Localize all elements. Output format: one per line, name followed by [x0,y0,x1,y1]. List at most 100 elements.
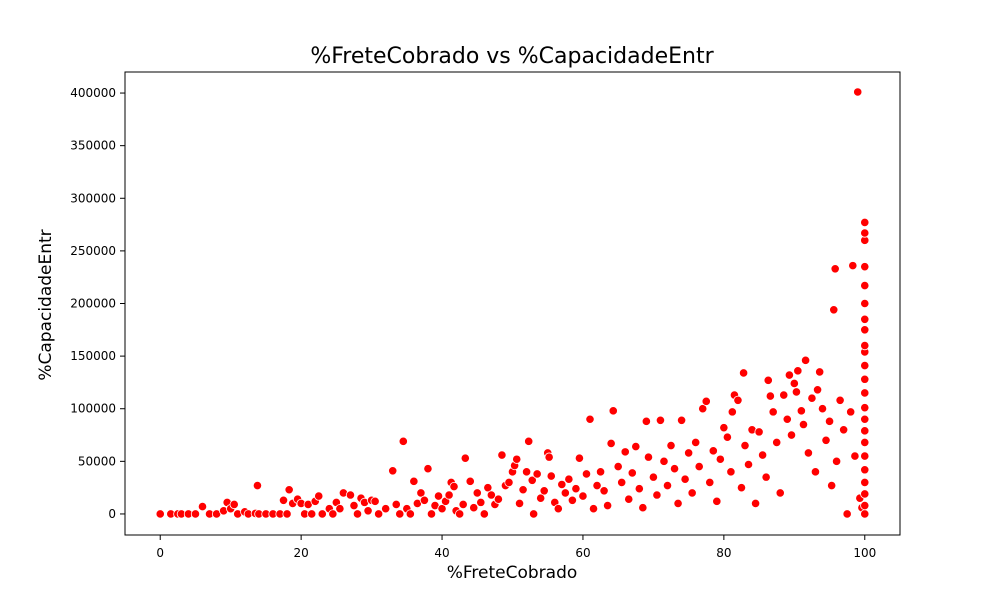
data-point [546,471,556,481]
data-point [673,498,683,509]
data-point [680,474,690,484]
data-point [754,427,764,437]
data-point [722,432,732,442]
data-point [349,500,359,511]
x-tick-label: 20 [293,546,308,560]
data-point [252,480,263,491]
data-point [197,501,208,512]
data-point [860,298,870,309]
data-point [455,509,465,519]
data-point [768,407,778,417]
data-point [652,490,662,500]
data-point [345,490,356,500]
data-point [335,504,345,514]
data-point [328,509,338,519]
data-point [772,437,782,447]
data-point [469,503,479,513]
data-point [504,477,514,487]
data-point [719,423,729,433]
data-point [850,451,860,461]
y-tick-label: 150000 [70,349,116,363]
data-point [736,483,747,493]
data-point [860,388,870,398]
data-point [388,466,398,476]
data-point [824,416,835,426]
data-point [536,493,546,503]
data-point [860,374,870,384]
data-point [574,453,585,463]
data-point [860,414,870,424]
y-axis-label: %CapacidadeEntr [36,229,56,380]
data-point [398,436,408,446]
y-tick-label: 200000 [70,297,116,311]
data-point [529,509,539,519]
data-point [743,459,754,470]
data-point [493,494,504,504]
data-point [608,406,618,416]
data-point [669,464,680,474]
data-point [712,496,722,506]
data-point [620,447,630,457]
data-point [524,436,534,446]
data-point [512,454,522,464]
data-point [860,314,870,324]
data-point [684,448,694,458]
data-point [595,467,606,477]
data-point [370,496,380,506]
data-point [374,509,384,519]
data-point [860,426,870,436]
data-point [648,472,659,482]
data-point [426,509,437,519]
data-point [497,450,507,460]
data-point [860,437,870,447]
data-point [405,509,415,519]
data-point [761,472,771,482]
data-point [821,435,831,445]
data-point [606,438,616,449]
data-point [437,504,447,514]
data-point [830,264,840,274]
data-point [860,325,870,335]
data-point [860,281,870,291]
data-point [624,494,634,504]
data-point [807,393,817,403]
data-point [793,366,803,376]
data-point [775,488,785,498]
data-point [791,387,802,397]
data-point [662,480,673,491]
data-point [352,509,363,519]
x-tick-label: 40 [434,546,449,560]
data-point [812,385,823,395]
data-point [803,448,814,458]
data-point [708,446,718,456]
data-point [391,499,401,510]
data-point [715,454,725,464]
data-point [479,509,489,519]
data-point [553,504,563,514]
data-point [860,465,870,475]
data-point [527,475,537,485]
data-point [433,491,444,501]
data-point [631,442,641,452]
y-tick-label: 250000 [70,244,116,258]
data-point [581,469,592,479]
data-point [860,262,870,272]
data-point [634,484,644,494]
data-point [860,217,870,228]
data-point [458,499,468,510]
y-tick-label: 400000 [70,86,116,100]
data-point [278,495,289,505]
x-tick-label: 0 [156,546,164,560]
data-point [860,500,870,511]
data-point [740,440,750,451]
data-point [738,368,749,378]
data-point [733,395,743,405]
y-tick-label: 350000 [70,139,116,153]
data-point [560,488,570,498]
data-point [860,509,870,519]
y-tick-label: 300000 [70,191,116,205]
data-point [317,509,327,519]
data-point [860,360,870,371]
data-point [829,305,839,315]
data-point [419,495,430,505]
